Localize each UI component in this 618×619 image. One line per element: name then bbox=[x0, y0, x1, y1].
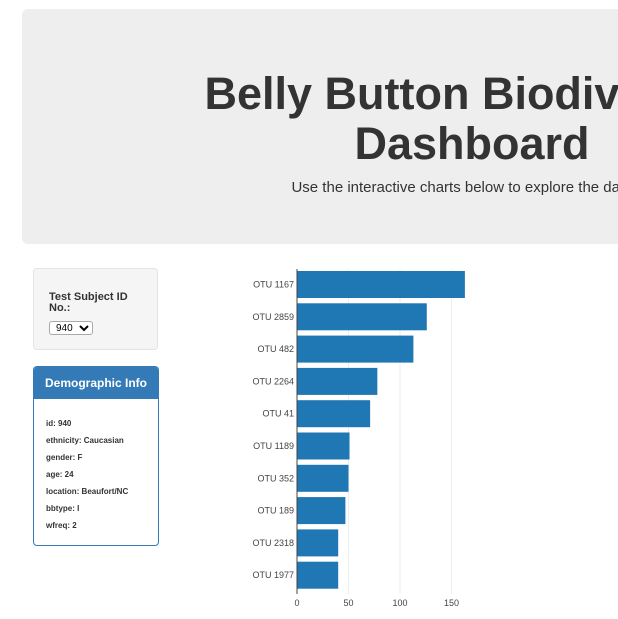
chart-plot-area: OTU 1167 OTU 2859 OTU 482 OTU 2264 OTU 41 OTU… bbox=[252, 269, 465, 608]
bar[interactable] bbox=[297, 335, 414, 363]
demo-line: bbtype: I bbox=[46, 504, 80, 513]
subject-id-select[interactable]: 940 bbox=[49, 321, 93, 335]
bar[interactable] bbox=[297, 432, 350, 460]
bar[interactable] bbox=[297, 400, 371, 428]
demo-line: ethnicity: Caucasian bbox=[46, 436, 124, 445]
demo-line: gender: F bbox=[46, 453, 83, 462]
demo-line: wfreq: 2 bbox=[46, 521, 77, 530]
demo-line: location: Beaufort/NC bbox=[46, 487, 129, 496]
x-tick-label: 0 bbox=[294, 598, 299, 608]
y-tick-label: OTU 352 bbox=[257, 473, 294, 483]
y-tick-label: OTU 2264 bbox=[252, 376, 294, 386]
page-title: Belly Button Biodiversity Dashboard bbox=[22, 69, 618, 169]
bar[interactable] bbox=[297, 271, 465, 298]
header-jumbotron: Belly Button Biodiversity Dashboard Use … bbox=[22, 9, 618, 244]
x-tick-label: 50 bbox=[343, 598, 353, 608]
page-subtitle: Use the interactive charts below to expl… bbox=[291, 179, 618, 196]
y-tick-label: OTU 41 bbox=[262, 409, 294, 419]
y-tick-label: OTU 2859 bbox=[252, 312, 294, 322]
y-tick-label: OTU 189 bbox=[257, 506, 294, 516]
bar[interactable] bbox=[297, 497, 346, 525]
x-tick-label: 100 bbox=[392, 598, 407, 608]
y-tick-label: OTU 482 bbox=[257, 344, 294, 354]
demographic-info-body: id: 940 ethnicity: Caucasian gender: F a… bbox=[34, 399, 158, 534]
bar[interactable] bbox=[297, 464, 349, 492]
bar[interactable] bbox=[297, 303, 427, 331]
x-tick-label: 150 bbox=[444, 598, 459, 608]
subject-selector-well: Test Subject ID No.: 940 bbox=[33, 268, 158, 350]
bar[interactable] bbox=[297, 529, 339, 557]
y-tick-label: OTU 1189 bbox=[253, 441, 294, 451]
subject-select-label: Test Subject ID No.: bbox=[49, 291, 128, 314]
demographic-info-heading: Demographic Info bbox=[34, 367, 158, 399]
y-tick-label: OTU 2318 bbox=[252, 538, 294, 548]
demo-line: id: 940 bbox=[46, 419, 72, 428]
bar[interactable] bbox=[297, 367, 378, 395]
y-tick-label: OTU 1167 bbox=[253, 280, 294, 290]
bar[interactable] bbox=[297, 561, 339, 589]
y-tick-label: OTU 1977 bbox=[252, 570, 294, 580]
page-title-line1: Belly Button Biodiversity bbox=[204, 68, 618, 119]
page-title-line2: Dashboard bbox=[354, 118, 590, 169]
demo-line: age: 24 bbox=[46, 470, 74, 479]
demographic-info-panel: Demographic Info id: 940 ethnicity: Cauc… bbox=[33, 366, 159, 546]
